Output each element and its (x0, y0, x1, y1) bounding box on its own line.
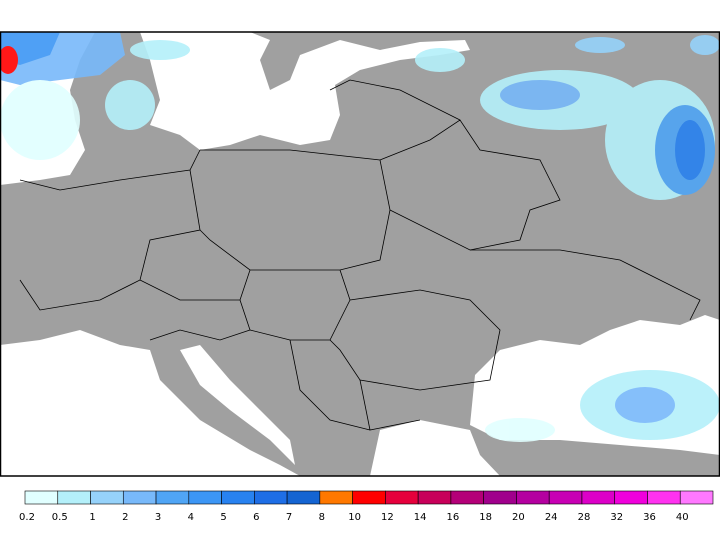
legend-label: 3 (155, 512, 161, 523)
adriatic-sea (180, 345, 295, 465)
precip-area (575, 37, 625, 53)
legend-swatch (614, 490, 648, 505)
legend-swatch (24, 490, 59, 505)
legend-label: 0.5 (52, 512, 68, 523)
legend-swatch (581, 490, 616, 505)
legend-swatch (122, 490, 157, 505)
legend-swatch (286, 490, 321, 505)
legend-swatch (352, 490, 386, 505)
legend-label: 32 (610, 512, 623, 523)
legend-swatch (90, 490, 124, 505)
precip-area (0, 46, 18, 74)
legend-label: 14 (414, 512, 427, 523)
legend-label: 1 (89, 512, 95, 523)
legend-label: 12 (381, 512, 394, 523)
legend-swatch (516, 490, 550, 505)
precip-area (485, 418, 555, 442)
precipitation (0, 32, 720, 442)
legend-swatch (221, 490, 255, 505)
legend-swatch (647, 490, 681, 505)
precip-area (415, 48, 465, 72)
legend-label: 40 (676, 512, 689, 523)
precip-area (105, 80, 155, 130)
legend: 0.2 0.5 1 2 3 4 5 6 7 8 10 12 14 16 18 20 24 28 32 36 40 (19, 490, 714, 523)
legend-swatch (450, 490, 484, 505)
legend-label: 18 (479, 512, 492, 523)
legend-label: 16 (447, 512, 460, 523)
legend-label: 24 (545, 512, 558, 523)
legend-label: 5 (220, 512, 226, 523)
legend-swatch (417, 490, 452, 505)
legend-label: 8 (319, 512, 325, 523)
legend-swatch (254, 490, 288, 505)
legend-swatch (385, 490, 419, 505)
mediterranean-sea (0, 330, 300, 476)
baltic-sea (140, 32, 470, 150)
legend-label: 0.2 (19, 512, 35, 523)
legend-label: 7 (286, 512, 292, 523)
precip-area (690, 35, 720, 55)
precip-area (130, 40, 190, 60)
legend-label: 4 (188, 512, 194, 523)
legend-swatch (483, 490, 517, 505)
precip-area (675, 120, 705, 180)
legend-label: 28 (578, 512, 591, 523)
legend-swatch (188, 490, 222, 505)
legend-swatch (319, 490, 353, 505)
map (0, 31, 720, 477)
aegean-sea (370, 420, 500, 476)
legend-label: 36 (643, 512, 656, 523)
legend-label: 10 (348, 512, 361, 523)
legend-label: 20 (512, 512, 525, 523)
legend-label: 6 (253, 512, 259, 523)
legend-swatch (679, 490, 714, 505)
legend-label: 2 (122, 512, 128, 523)
precip-area (615, 387, 675, 423)
country-borders (19, 79, 701, 431)
precip-area (500, 80, 580, 110)
precip-area (0, 80, 80, 160)
legend-swatch (155, 490, 190, 505)
legend-swatch (57, 490, 91, 505)
legend-swatch (548, 490, 583, 505)
